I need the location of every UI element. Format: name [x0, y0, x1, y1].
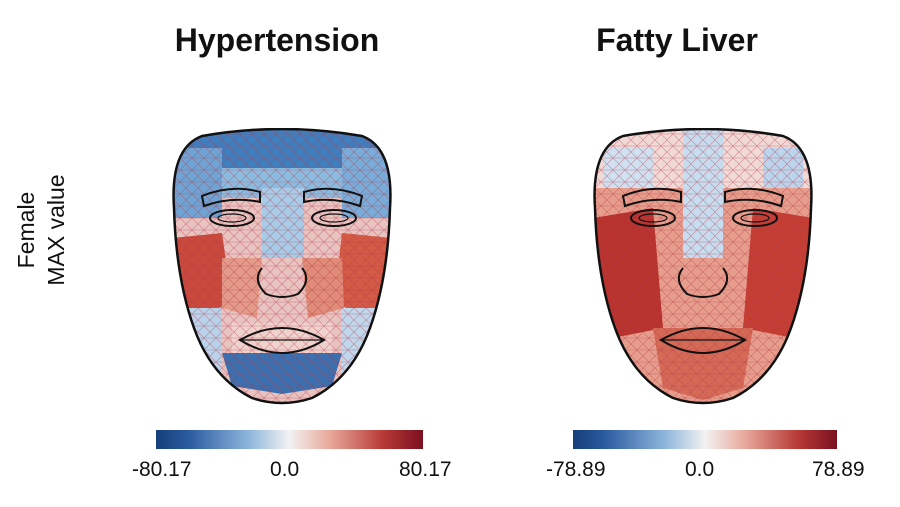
panel-title-hypertension: Hypertension — [174, 22, 380, 58]
colorbar-hypertension — [156, 430, 423, 449]
colorbar-mid-fatty-liver: 0.0 — [685, 458, 715, 481]
face-heatmap-fatty-liver — [583, 127, 823, 408]
colorbar-mid-hypertension: 0.0 — [270, 458, 300, 481]
colorbar-fatty-liver — [573, 430, 837, 449]
colorbar-min-fatty-liver: -78.89 — [546, 458, 606, 481]
colorbar-max-fatty-liver: 78.89 — [812, 458, 865, 481]
row-label: Female MAX value — [6, 150, 76, 310]
row-label-line1: Female — [13, 192, 39, 269]
face-heatmap-hypertension — [162, 127, 402, 408]
colorbar-min-hypertension: -80.17 — [132, 458, 192, 481]
row-label-line2: MAX value — [43, 174, 69, 285]
panel-title-fatty-liver: Fatty Liver — [596, 22, 758, 58]
colorbar-max-hypertension: 80.17 — [399, 458, 452, 481]
